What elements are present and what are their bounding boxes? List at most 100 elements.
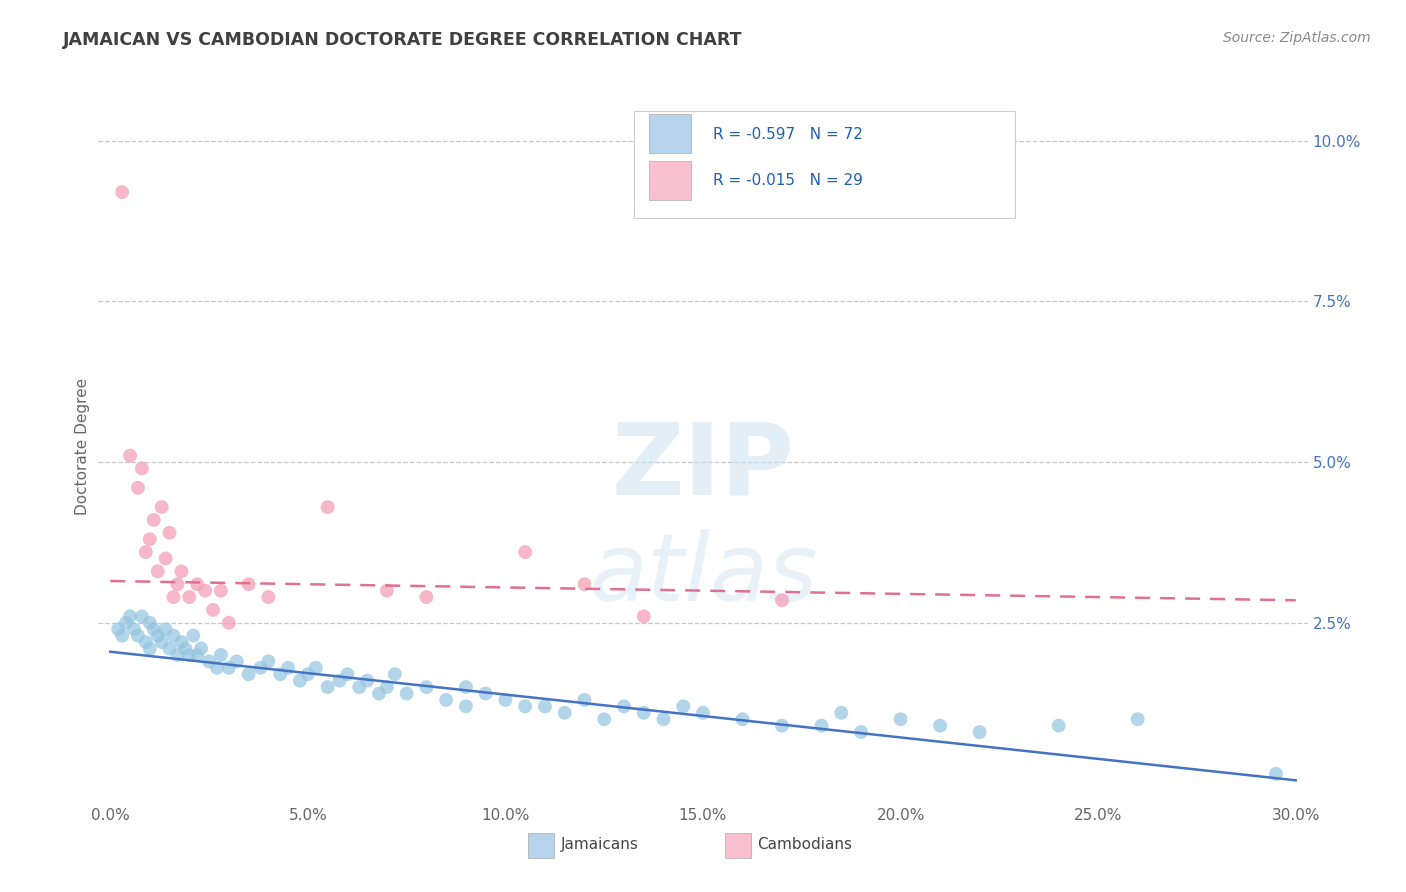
Point	[613, 699, 636, 714]
Point	[166, 577, 188, 591]
Point	[692, 706, 714, 720]
Point	[1047, 719, 1070, 733]
Point	[181, 629, 204, 643]
Point	[111, 629, 134, 643]
Point	[269, 667, 291, 681]
Point	[336, 667, 359, 681]
Point	[328, 673, 350, 688]
Point	[593, 712, 616, 726]
Point	[633, 609, 655, 624]
Point	[155, 622, 177, 636]
Point	[305, 661, 328, 675]
Point	[1126, 712, 1149, 726]
Point	[115, 615, 138, 630]
Point	[257, 654, 280, 668]
Point	[170, 635, 193, 649]
Point	[474, 686, 496, 700]
Point	[139, 615, 162, 630]
Point	[179, 590, 201, 604]
Point	[288, 673, 311, 688]
Point	[127, 481, 149, 495]
Point	[574, 577, 596, 591]
Text: JAMAICAN VS CAMBODIAN DOCTORATE DEGREE CORRELATION CHART: JAMAICAN VS CAMBODIAN DOCTORATE DEGREE C…	[63, 31, 742, 49]
Point	[107, 622, 129, 636]
Point	[111, 185, 134, 199]
Point	[162, 590, 184, 604]
Point	[633, 706, 655, 720]
Point	[238, 667, 260, 681]
Point	[159, 525, 181, 540]
Point	[205, 661, 228, 675]
FancyBboxPatch shape	[648, 114, 690, 153]
Point	[356, 673, 378, 688]
Point	[554, 706, 576, 720]
FancyBboxPatch shape	[527, 833, 554, 858]
Point	[159, 641, 181, 656]
Point	[849, 725, 872, 739]
Point	[238, 577, 260, 591]
Text: ZIP: ZIP	[612, 419, 794, 516]
Point	[249, 661, 271, 675]
Point	[277, 661, 299, 675]
Text: Source: ZipAtlas.com: Source: ZipAtlas.com	[1223, 31, 1371, 45]
Text: Jamaicans: Jamaicans	[561, 838, 638, 853]
Point	[368, 686, 391, 700]
Point	[135, 545, 157, 559]
Point	[155, 551, 177, 566]
Point	[118, 449, 141, 463]
Point	[209, 583, 232, 598]
Point	[209, 648, 232, 662]
Point	[672, 699, 695, 714]
Point	[194, 583, 217, 598]
Point	[770, 593, 793, 607]
Point	[830, 706, 852, 720]
Point	[127, 629, 149, 643]
Point	[131, 609, 153, 624]
Text: atlas: atlas	[589, 529, 817, 620]
Point	[652, 712, 675, 726]
Point	[131, 461, 153, 475]
Point	[297, 667, 319, 681]
Point	[150, 500, 173, 514]
Point	[770, 719, 793, 733]
Point	[170, 565, 193, 579]
Point	[174, 641, 197, 656]
Point	[574, 693, 596, 707]
Text: Cambodians: Cambodians	[758, 838, 852, 853]
Point	[515, 545, 537, 559]
Point	[515, 699, 537, 714]
Point	[731, 712, 754, 726]
Point	[202, 603, 225, 617]
Point	[142, 513, 165, 527]
Point	[198, 654, 221, 668]
Point	[190, 641, 212, 656]
Point	[375, 583, 398, 598]
Point	[166, 648, 188, 662]
Point	[454, 699, 477, 714]
Point	[179, 648, 201, 662]
Point	[810, 719, 832, 733]
Point	[257, 590, 280, 604]
Point	[434, 693, 457, 707]
Point	[146, 565, 169, 579]
Point	[534, 699, 557, 714]
Point	[162, 629, 184, 643]
Point	[454, 680, 477, 694]
Point	[1265, 767, 1288, 781]
FancyBboxPatch shape	[724, 833, 751, 858]
Point	[139, 533, 162, 547]
Point	[186, 577, 208, 591]
Point	[139, 641, 162, 656]
Point	[415, 590, 437, 604]
Text: R = -0.597   N = 72: R = -0.597 N = 72	[713, 127, 862, 142]
Point	[150, 635, 173, 649]
Point	[146, 629, 169, 643]
Point	[494, 693, 516, 707]
Point	[929, 719, 952, 733]
Point	[122, 622, 145, 636]
Point	[384, 667, 406, 681]
Y-axis label: Doctorate Degree: Doctorate Degree	[75, 377, 90, 515]
Point	[186, 648, 208, 662]
Point	[218, 615, 240, 630]
Point	[395, 686, 418, 700]
